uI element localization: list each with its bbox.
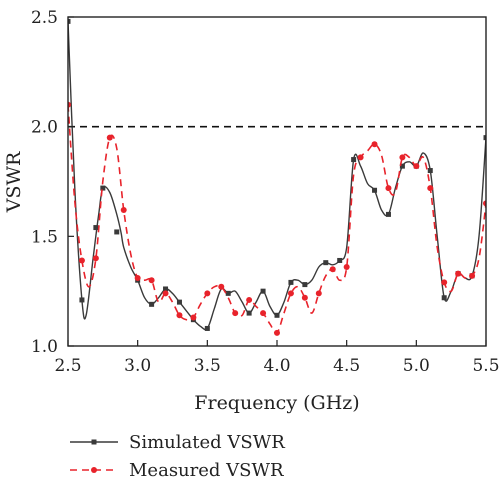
series-1-marker [176,299,182,305]
series-2-marker [204,290,211,297]
series-2-marker [399,154,406,161]
legend-label-1: Simulated VSWR [129,432,285,453]
series-1-marker [204,325,210,331]
y-tick-label: 2.5 [31,8,58,28]
series-1-marker [337,257,343,263]
series-2-marker [120,207,127,214]
series-2-marker [315,290,322,297]
series-2-marker [343,264,350,271]
series-2-marker [455,270,462,277]
series-1-marker [246,310,252,316]
series-2-marker [357,154,364,161]
series-2-marker [301,294,308,301]
series-1-marker [302,282,308,288]
series-2-marker [385,185,392,192]
series-1-marker [399,163,405,169]
series-2-marker [246,296,253,303]
series-2-marker [162,290,169,297]
x-tick-label: 4.5 [333,356,360,376]
series-2-marker [260,310,267,317]
series-2-marker [274,329,280,336]
series-1-marker [372,187,378,193]
series-2-marker [427,185,434,192]
series-1-marker [427,168,433,174]
series-1-marker [163,286,169,292]
series-1-marker [260,288,266,294]
x-tick-label: 5.5 [472,356,499,376]
series-2-marker [68,101,71,108]
series-1-marker [323,260,329,266]
axes: 2.5 3.0 3.5 4.0 4.5 5.0 5.5 1.0 1.5 2.0 2.5 [31,8,500,376]
y-tick-label: 1.5 [31,227,58,247]
legend: Simulated VSWR Measured VSWR [70,432,285,481]
series-2-marker [176,312,183,319]
x-axis-title: Frequency (GHz) [194,392,359,414]
series-2-marker [232,310,239,317]
series-2-marker [134,275,141,282]
series-1-marker [351,157,357,163]
series-1-marker [274,312,280,318]
series-2-marker [371,141,378,148]
series-1-marker [441,295,447,301]
series-2-marker [148,277,155,284]
legend-label-2: Measured VSWR [129,460,284,481]
series-1-marker [385,211,391,217]
series-1-marker [288,279,294,285]
x-tick-label: 3.5 [194,356,221,376]
series-2-marker [329,266,336,273]
series-1-marker [114,229,120,235]
series-2-marker [441,279,448,286]
x-tick-label: 3.0 [124,356,151,376]
series-2-marker [469,272,476,279]
plot-frame [67,16,487,347]
series-2-marker [413,163,420,170]
series-2-marker [218,283,225,290]
series-2-marker [190,314,197,321]
series-1-marker [149,301,155,307]
series-1-marker [100,185,106,191]
y-tick-label: 1.0 [31,337,58,357]
x-tick-label: 5.0 [403,356,430,376]
series-2-marker [287,290,294,297]
series-1-marker [225,290,231,296]
series-2-marker [92,255,99,262]
series-line-2 [68,104,486,334]
y-tick-label: 2.0 [31,118,58,138]
series-2-marker [78,257,85,264]
x-tick-label: 4.0 [263,356,290,376]
series-1-marker [68,18,71,24]
series-1-marker [79,297,85,303]
series-2-marker [483,200,486,207]
y-axis-title: VSWR [3,151,25,213]
series-1-marker [93,225,99,231]
series-1-marker [483,135,486,141]
series-2-marker [106,134,113,141]
legend-marker-1 [91,439,97,445]
x-tick-label: 2.5 [54,356,81,376]
series-line-1 [68,21,486,331]
plot-area [68,18,486,336]
legend-marker-2 [91,467,97,473]
